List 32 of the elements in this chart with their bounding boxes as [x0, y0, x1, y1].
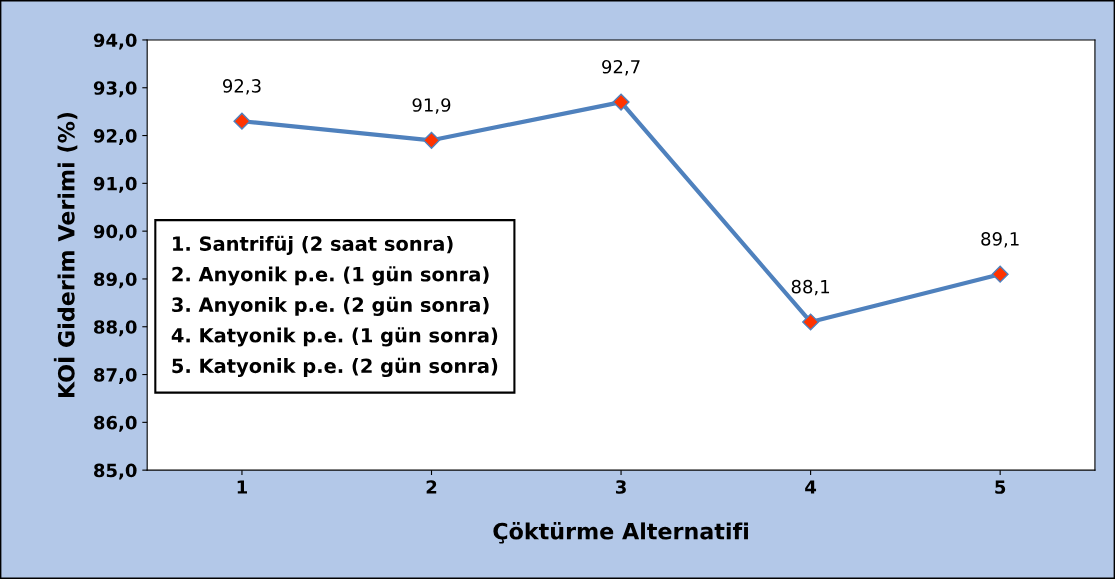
- annotation: 1. Santrifüj (2 saat sonra): [173, 235, 453, 255]
- data-label: 92,3: [222, 79, 261, 95]
- x-tick-label: 4: [805, 480, 817, 494]
- x-tick-label: 1: [237, 480, 247, 494]
- data-label: 91,9: [412, 98, 451, 114]
- annotation: 4. Katyonik p.e. (1 gün sonra): [171, 327, 498, 347]
- point: [233, 112, 251, 130]
- point: [612, 93, 630, 111]
- x-tick-label: 2: [426, 480, 437, 494]
- y-tick-label: 94,0: [93, 33, 137, 50]
- point: [802, 313, 820, 331]
- y-tick-label: 91,0: [93, 176, 137, 193]
- y-tick-label: 87,0: [94, 368, 137, 384]
- annotation: 2. Anyonik p.e. (1 gün sonra): [172, 266, 489, 286]
- point: [422, 131, 441, 149]
- data-label: 89,1: [981, 232, 1019, 248]
- y-axis-title: KOİ Giderim Verimi (%): [53, 112, 78, 398]
- y-tick-label: 93,0: [93, 81, 137, 98]
- annotation: 3. Anyonik p.e. (2 gün sonra): [172, 296, 489, 316]
- annotation: 5. Katyonik p.e. (2 gün sonra): [172, 357, 498, 378]
- y-tick-label: 88,0: [94, 320, 137, 337]
- point: [991, 265, 1009, 283]
- data-label: 88,1: [791, 279, 830, 296]
- y-tick-label: 85,0: [94, 463, 137, 480]
- x-tick-label: 3: [615, 480, 626, 494]
- y-tick-label: 89,0: [94, 272, 137, 289]
- x-axis-title: Çöktürme Alternatifi: [493, 522, 748, 544]
- y-tick-label: 90,0: [93, 224, 137, 241]
- y-tick-label: 92,0: [93, 129, 137, 145]
- x-tick-label: 5: [995, 480, 1006, 494]
- y-tick-label: 86,0: [94, 415, 137, 432]
- data-label: 92,7: [602, 59, 640, 76]
